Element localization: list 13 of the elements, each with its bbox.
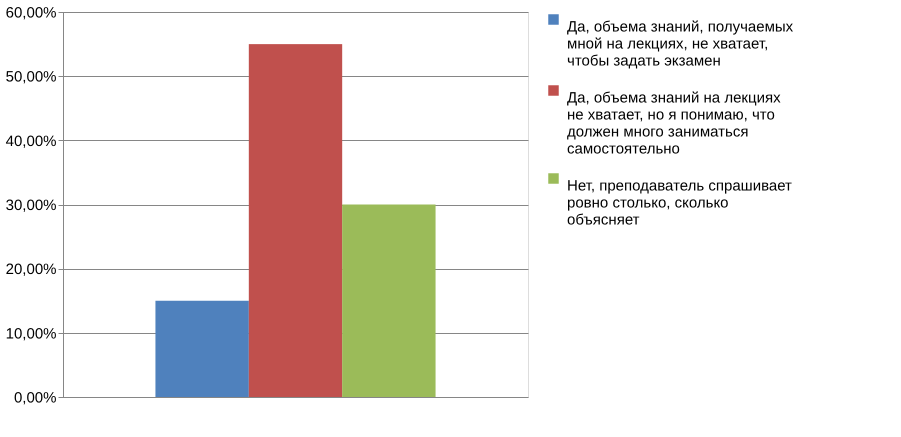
bar <box>155 300 249 397</box>
y-tick-label: 10,00% <box>6 325 56 342</box>
y-tick-label: 0,00% <box>14 390 56 406</box>
legend-label: Да, объема знаний, получаемых мной на лекциях, не хватает, чтобы задать экзамен <box>567 18 794 70</box>
legend-label: Да, объема знаний на лекциях не хватает, но я понимаю, что должен много заниматься самостоятельно <box>567 90 782 158</box>
y-tick-label: 30,00% <box>6 197 56 214</box>
y-tick-label: 40,00% <box>6 132 56 150</box>
bar <box>342 204 436 397</box>
legend-label: Нет, преподаватель спрашивает ровно столько, сколько объясняет <box>567 178 792 228</box>
y-tick-label: 50,00% <box>6 68 56 86</box>
y-tick-label: 20,00% <box>6 261 56 278</box>
bar <box>248 44 342 397</box>
y-tick-label: 60,00% <box>6 4 56 22</box>
